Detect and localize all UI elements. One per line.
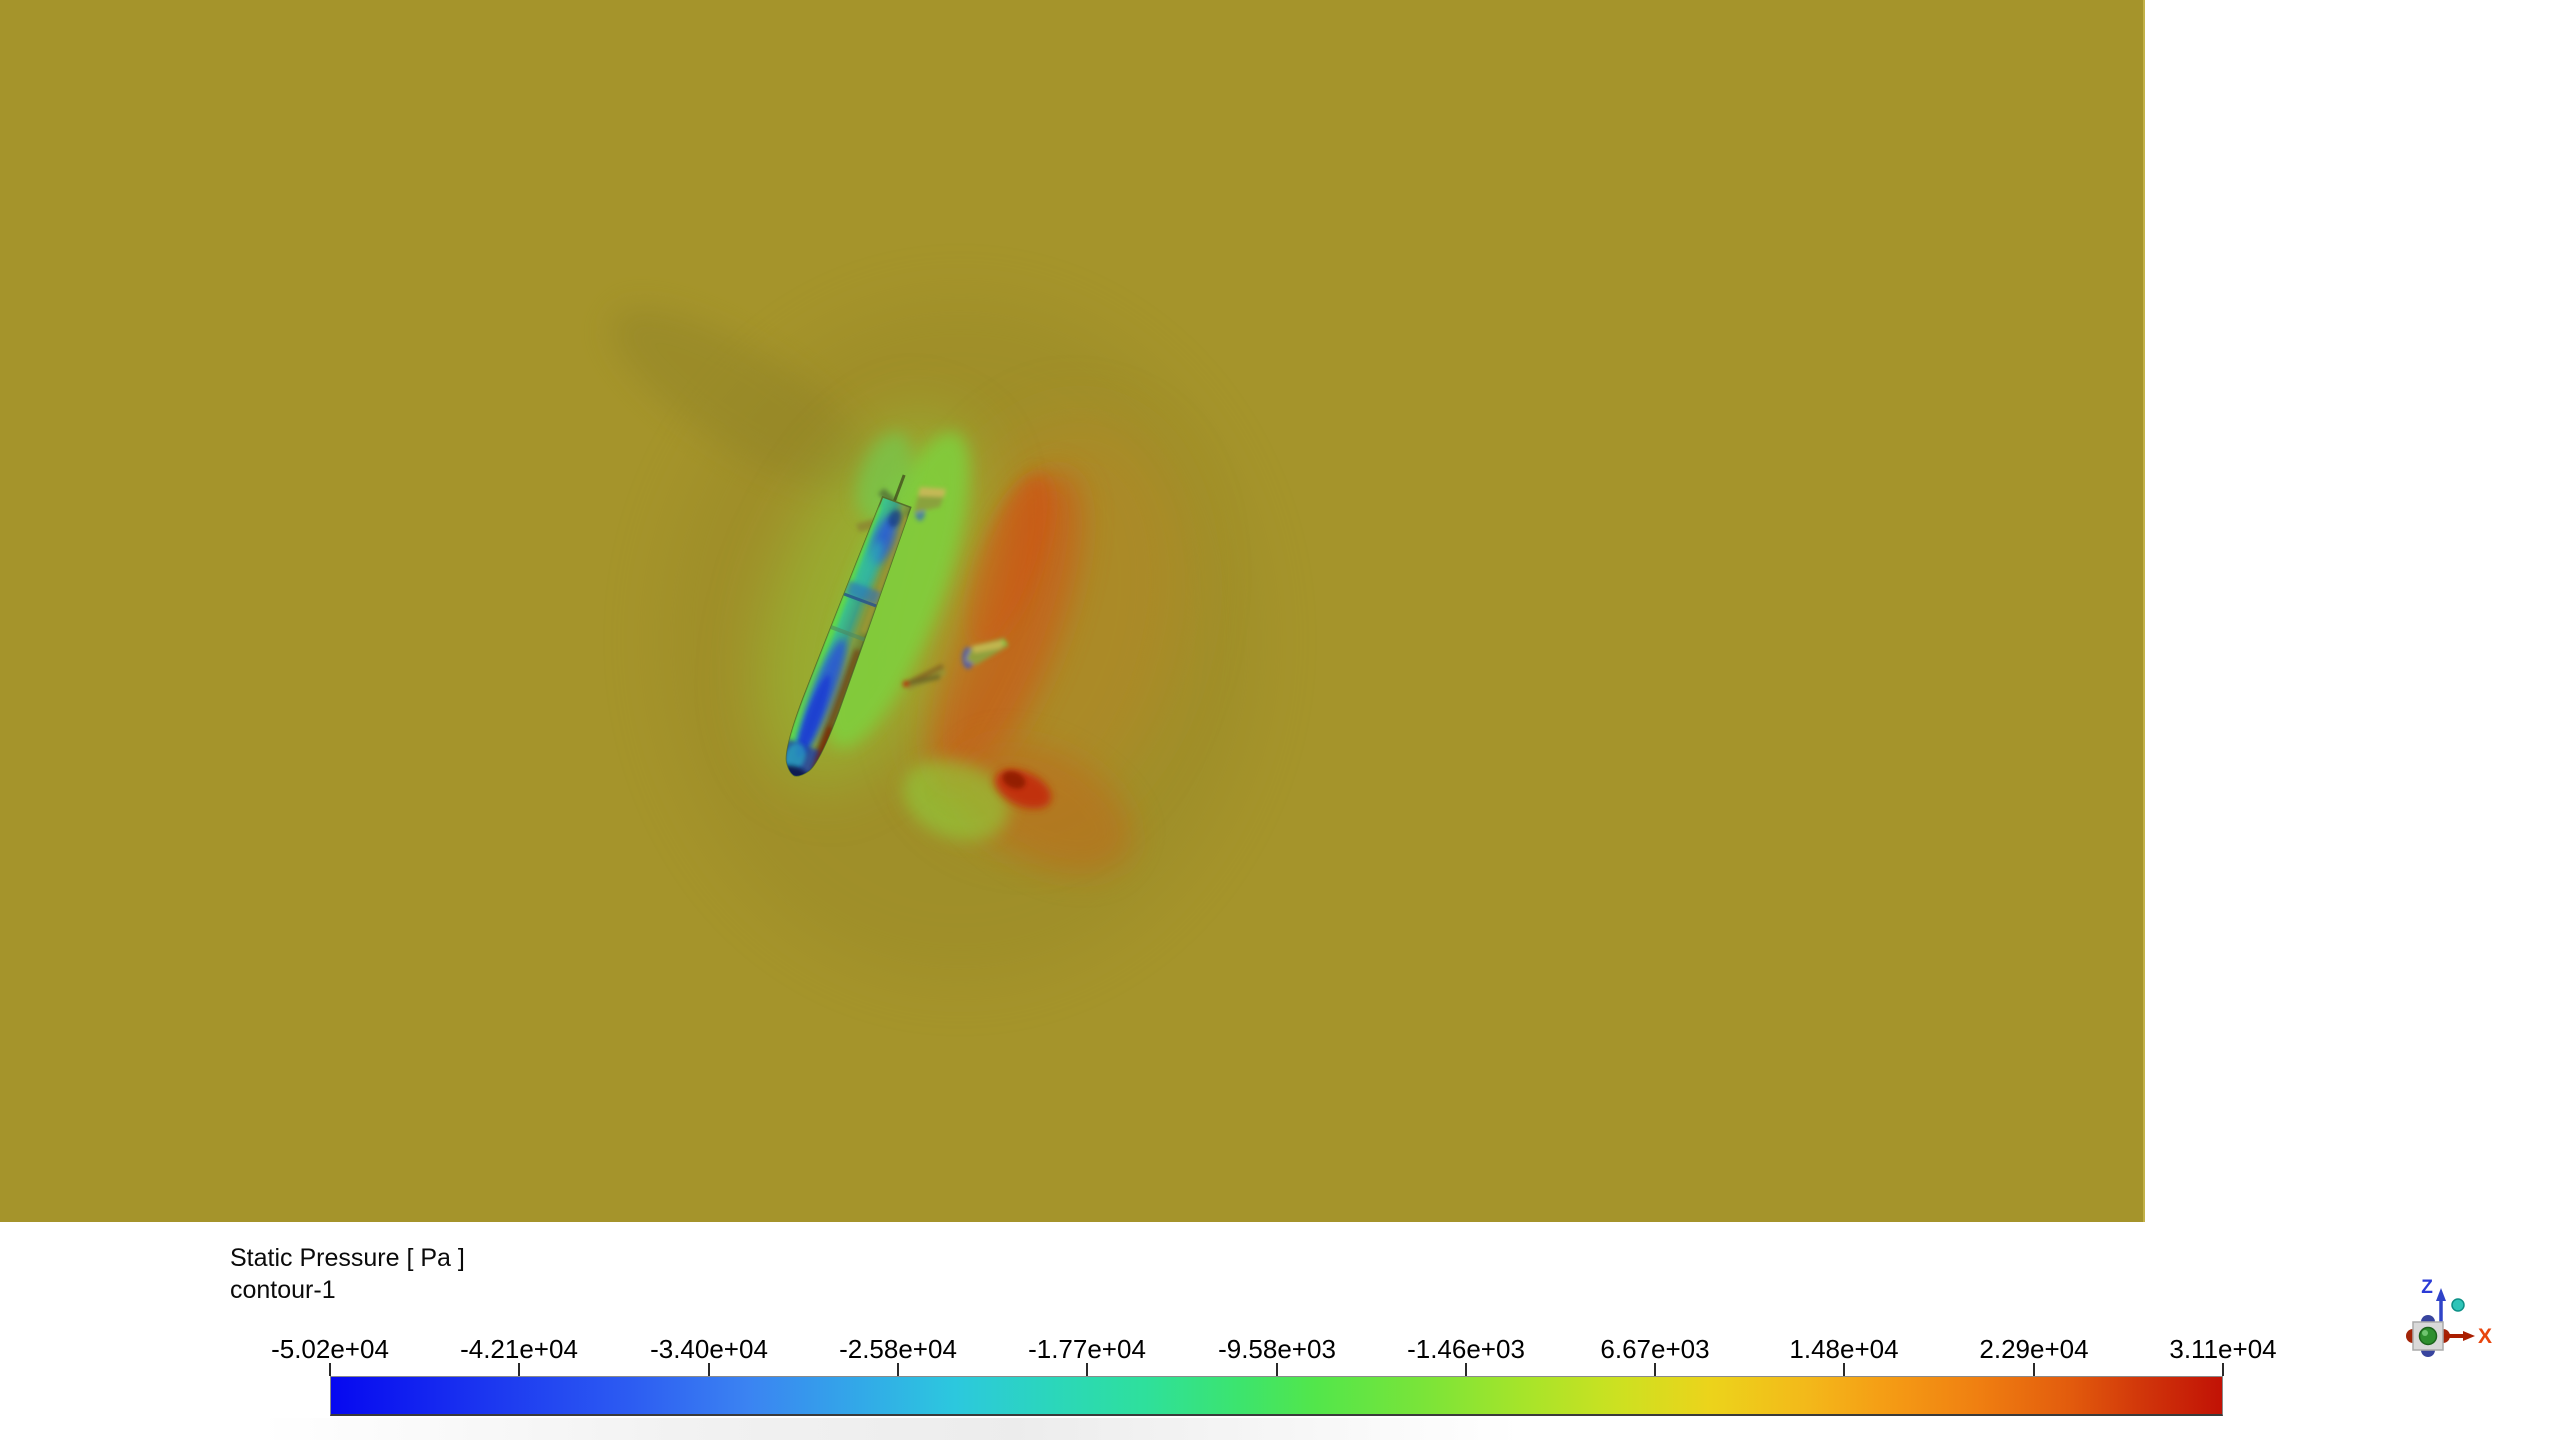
x-axis-arrowhead: [2463, 1331, 2475, 1341]
x-axis-label: X: [2478, 1325, 2492, 1348]
y-axis-ball: [2451, 1298, 2465, 1312]
contour-viewport[interactable]: [0, 0, 2145, 1222]
tail-antenna: [890, 474, 906, 508]
colorbar-label: -3.40e+04: [650, 1334, 768, 1364]
legend-subtitle: contour-1: [230, 1276, 336, 1304]
axis-triad[interactable]: Z X: [2395, 1262, 2560, 1382]
floor-reflection-wash: [260, 1418, 1520, 1440]
colorbar-tick: [1465, 1363, 1467, 1376]
colorbar: [330, 1376, 2223, 1416]
colorbar-label: -2.58e+04: [839, 1334, 957, 1364]
colorbar-label: -9.58e+03: [1218, 1334, 1336, 1364]
colorbar-tick: [518, 1363, 520, 1376]
legend-title: Static Pressure [ Pa ]: [230, 1244, 465, 1272]
colorbar-tick: [897, 1363, 899, 1376]
colorbar-tick: [708, 1363, 710, 1376]
vehicle-hull: [776, 474, 912, 783]
colorbar-tick: [329, 1363, 331, 1376]
colorbar-tick: [1654, 1363, 1656, 1376]
colorbar-label: 3.11e+04: [2169, 1334, 2277, 1364]
origin-ball: [2418, 1326, 2438, 1346]
z-axis-label: Z: [2421, 1277, 2433, 1298]
colorbar-tick: [1276, 1363, 1278, 1376]
colorbar-label: 1.48e+04: [1789, 1334, 1899, 1364]
colorbar-label: 2.29e+04: [1979, 1334, 2089, 1364]
colorbar-label: -1.77e+04: [1028, 1334, 1146, 1364]
colorbar-tick: [1086, 1363, 1088, 1376]
z-axis-arrowhead: [2436, 1288, 2446, 1301]
colorbar-tick: [2033, 1363, 2035, 1376]
pressure-contour-canvas[interactable]: [0, 0, 2143, 1222]
colorbar-tick: [1843, 1363, 1845, 1376]
colorbar-label: -4.21e+04: [460, 1334, 578, 1364]
origin-ball-highlight: [2422, 1330, 2428, 1336]
colorbar-tick: [2222, 1363, 2224, 1376]
vehicle-right-fins: [914, 487, 1008, 669]
nose-stagnation-spot: [994, 769, 1052, 809]
colorbar-label: 6.67e+03: [1600, 1334, 1710, 1364]
colorbar-label: -1.46e+03: [1407, 1334, 1525, 1364]
colorbar-label: -5.02e+04: [271, 1334, 389, 1364]
